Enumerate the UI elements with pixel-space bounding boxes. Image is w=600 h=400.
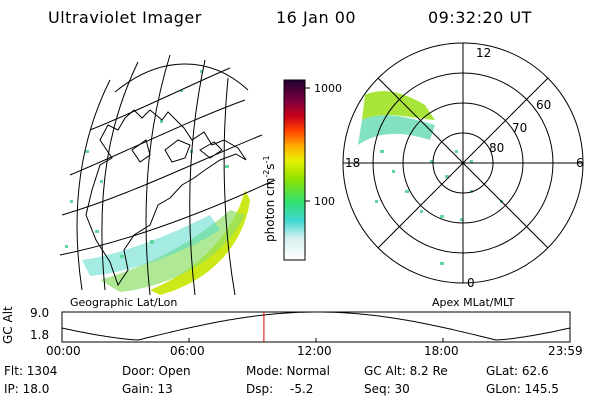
mlat-label-70: 70 [512,121,528,135]
colorbar-label-1000: 1000 [314,82,342,95]
timeline-ymin: 1.8 [30,328,50,342]
mlat-label-60: 60 [536,98,552,112]
footer-glat: GLat: 62.6 [486,364,549,378]
mlt-label-0: 0 [467,276,475,290]
footer-dsp-value: -5.2 [290,382,314,396]
timeline-tick-label-4: 23:59 [548,344,583,358]
time-label: 09:32:20 UT [428,8,532,27]
footer-flt: Flt: 1304 [4,364,58,378]
instrument-title: Ultraviolet Imager [48,8,202,27]
footer-gc-alt: GC Alt: 8.2 Re [364,364,448,378]
colorbar-gradient [283,79,306,261]
mlt-label-6: 6 [576,156,584,170]
footer-dsp-label: Dsp: [246,382,274,396]
timeline-tick-label-2: 12:00 [297,344,332,358]
right-panel-caption: Apex MLat/MLT [432,296,515,309]
timeline-axis-label-rot: GC Alt [1,306,15,344]
timeline-frame [61,311,571,343]
timeline-tick-label-0: 00:00 [46,344,81,358]
altitude-curve [61,311,571,341]
mlt-label-12: 12 [476,46,492,60]
colorbar-label-100: 100 [314,195,335,208]
polar-diagonal-2 [377,77,549,249]
timeline-tick-label-1: 06:00 [170,344,205,358]
footer-glon: GLon: 145.5 [486,382,559,396]
timeline-tick-label-3: 18:00 [424,344,459,358]
footer-ip: IP: 18.0 [4,382,50,396]
mlat-label-80: 80 [489,141,505,155]
footer-mode: Mode: Normal [246,364,330,378]
footer-seq: Seq: 30 [364,382,410,396]
date-label: 16 Jan 00 [276,8,357,27]
left-panel-caption: Geographic Lat/Lon [70,296,178,309]
footer-door: Door: Open [122,364,191,378]
footer-gain: Gain: 13 [122,382,173,396]
timeline-ymax: 9.0 [30,306,50,320]
mlt-label-18: 18 [345,156,361,170]
